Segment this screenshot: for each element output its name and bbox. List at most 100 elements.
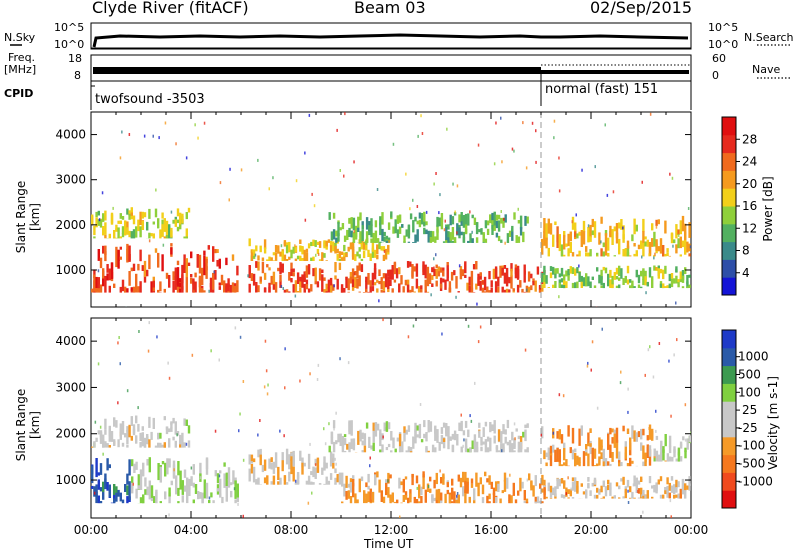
power-mark	[341, 223, 345, 230]
velocity-scatter-mark	[567, 476, 569, 480]
velocity-mark	[108, 484, 111, 498]
power-cbar-segment	[722, 152, 736, 171]
power-mark	[168, 224, 171, 238]
velocity-mark	[598, 456, 601, 466]
velocity-mark	[486, 436, 490, 442]
power-mark	[283, 254, 287, 261]
velocity-mark	[415, 475, 419, 484]
power-mark	[604, 267, 608, 274]
power-mark	[637, 244, 641, 250]
velocity-mark	[407, 446, 411, 453]
power-mark	[393, 262, 397, 267]
power-mark	[305, 279, 309, 285]
power-mark	[679, 236, 682, 249]
velocity-mark	[334, 468, 337, 474]
power-mark	[503, 265, 507, 269]
power-mark	[356, 279, 359, 289]
velocity-scatter-mark	[620, 370, 622, 374]
velocity-mark	[495, 497, 498, 504]
velocity-mark	[250, 464, 254, 474]
velocity-mark	[434, 425, 437, 434]
power-mark	[462, 215, 466, 228]
power-mark	[677, 238, 680, 249]
velocity-mark	[352, 442, 356, 451]
power-mark	[121, 216, 125, 220]
power-scatter-mark	[435, 253, 437, 257]
velocity-scatter-mark	[185, 442, 188, 446]
power-mark	[358, 291, 361, 293]
velocity-mark	[130, 416, 133, 426]
power-mark	[491, 224, 494, 235]
power-mark	[335, 230, 338, 237]
power-mark	[261, 261, 265, 274]
power-mark	[472, 264, 476, 270]
power-mark	[108, 233, 111, 239]
velocity-mark	[131, 476, 134, 489]
power-mark	[620, 219, 623, 230]
power-mark	[141, 265, 144, 271]
power-cbar-tick-label: 24	[742, 155, 757, 169]
velocity-mark	[414, 429, 417, 436]
velocity-mark	[602, 457, 605, 467]
velocity-mark	[126, 430, 129, 445]
velocity-mark	[637, 497, 641, 499]
velocity-mark	[429, 476, 432, 482]
power-mark	[263, 239, 267, 249]
power-mark	[524, 215, 527, 226]
power-mark	[411, 286, 414, 293]
power-mark	[124, 226, 127, 236]
power-mark	[104, 245, 107, 255]
power-mark	[585, 252, 588, 257]
power-mark	[102, 226, 105, 236]
power-mark	[292, 268, 295, 272]
power-mark	[163, 288, 166, 293]
velocity-mark	[607, 433, 610, 450]
velocity-mark	[587, 483, 590, 489]
power-mark	[651, 279, 654, 284]
power-ytick-label: 3000	[55, 173, 86, 187]
velocity-mark	[124, 484, 127, 492]
power-mark	[288, 256, 291, 260]
velocity-cbar-tick-label: 500	[738, 368, 761, 382]
velocity-scatter-mark	[369, 464, 371, 468]
power-mark	[310, 241, 313, 247]
velocity-mark	[423, 420, 426, 428]
velocity-mark	[164, 491, 167, 500]
velocity-mark	[631, 460, 634, 464]
power-mark	[367, 273, 370, 285]
velocity-ytick-label: 2000	[55, 427, 86, 441]
velocity-mark	[522, 431, 525, 438]
power-mark	[668, 283, 671, 289]
power-mark	[292, 246, 295, 254]
velocity-mark	[655, 435, 659, 440]
power-mark	[323, 277, 326, 281]
velocity-mark	[227, 467, 231, 481]
velocity-mark	[460, 420, 463, 432]
power-mark	[416, 220, 419, 225]
power-scatter-mark	[522, 121, 524, 125]
velocity-mark	[524, 424, 527, 429]
power-mark	[214, 270, 217, 280]
power-scatter-mark	[125, 306, 127, 307]
velocity-scatter-mark	[668, 359, 670, 363]
velocity-scatter-mark	[333, 427, 335, 431]
velocity-mark	[336, 474, 339, 483]
velocity-mark	[416, 434, 419, 438]
velocity-mark	[547, 447, 550, 461]
power-mark	[504, 214, 507, 223]
power-mark	[453, 212, 457, 216]
velocity-scatter-mark	[173, 468, 175, 472]
velocity-mark	[356, 499, 359, 504]
power-mark	[549, 272, 553, 279]
power-scatter-mark	[420, 114, 422, 118]
velocity-mark	[481, 497, 485, 504]
velocity-mark	[684, 447, 687, 453]
power-mark	[593, 221, 597, 238]
velocity-mark	[530, 480, 533, 491]
power-mark	[332, 241, 335, 252]
velocity-mark	[576, 455, 579, 465]
power-scatter-mark	[280, 244, 283, 248]
velocity-mark	[673, 448, 676, 458]
power-mark	[576, 254, 579, 257]
power-mark	[554, 281, 557, 288]
